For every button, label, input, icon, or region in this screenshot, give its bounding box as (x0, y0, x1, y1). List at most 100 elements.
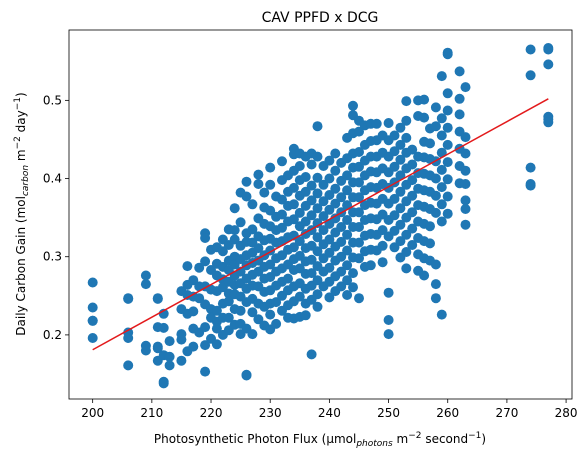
data-point (430, 259, 441, 270)
data-point (164, 336, 175, 347)
data-point (430, 293, 441, 304)
data-point (401, 247, 412, 257)
data-point (312, 218, 323, 229)
data-point (454, 93, 465, 104)
data-point (442, 157, 453, 168)
data-point (336, 192, 347, 203)
data-point (354, 207, 364, 218)
data-point (217, 246, 228, 257)
data-point (395, 236, 406, 247)
data-point (460, 165, 471, 176)
data-point (312, 275, 323, 286)
data-point (123, 293, 134, 304)
data-point (241, 176, 252, 187)
data-point (253, 169, 264, 180)
data-point (419, 270, 430, 281)
data-point (324, 155, 335, 166)
data-point (247, 199, 258, 210)
data-point (436, 216, 447, 227)
data-point (342, 229, 353, 240)
data-point (318, 179, 329, 190)
data-point (164, 360, 175, 371)
data-point (401, 96, 412, 107)
data-point (454, 109, 465, 120)
data-point (223, 312, 234, 323)
y-tick-label: 0.4 (43, 172, 62, 186)
data-point (425, 238, 435, 249)
data-point (407, 175, 418, 186)
x-tick-label: 280 (555, 406, 578, 420)
data-point (87, 333, 98, 343)
data-point (140, 270, 151, 281)
data-point (300, 310, 311, 321)
data-point (283, 273, 293, 284)
data-point (383, 315, 394, 325)
data-point (442, 105, 453, 116)
data-point (395, 203, 406, 214)
data-point (324, 234, 335, 245)
data-point (348, 282, 358, 293)
data-point (312, 289, 323, 300)
data-point (442, 49, 453, 60)
data-point (436, 199, 447, 210)
data-point (442, 208, 453, 219)
data-point (318, 211, 329, 222)
data-point (164, 351, 175, 362)
data-point (407, 240, 418, 250)
data-point (324, 247, 335, 258)
data-point (442, 174, 453, 185)
data-point (265, 259, 276, 270)
data-point (229, 203, 240, 214)
data-point (389, 193, 400, 204)
data-point (229, 225, 240, 236)
data-point (342, 290, 353, 300)
x-tick-label: 210 (140, 406, 163, 420)
data-point (371, 118, 382, 129)
data-point (294, 291, 305, 302)
data-point (354, 147, 364, 157)
y-axis-label: Daily Carbon Gain (molcarbon m−2 day−1) (13, 92, 31, 335)
data-point (152, 343, 163, 354)
data-point (324, 262, 335, 273)
data-point (401, 115, 412, 126)
data-point (525, 70, 536, 81)
data-point (430, 207, 441, 218)
data-point (200, 256, 211, 267)
data-point (87, 302, 98, 313)
data-point (271, 297, 282, 308)
data-point (460, 219, 471, 230)
data-point (294, 236, 305, 247)
data-point (247, 307, 258, 318)
data-point (288, 182, 299, 193)
data-point (312, 203, 323, 214)
data-point (294, 161, 305, 171)
data-point (436, 113, 447, 124)
data-point (330, 213, 341, 224)
data-point (271, 318, 282, 329)
data-point (389, 242, 400, 253)
data-point (354, 192, 364, 203)
data-point (312, 121, 323, 132)
data-point (543, 117, 554, 128)
data-point (312, 151, 323, 162)
data-point (235, 217, 246, 228)
data-point (354, 161, 364, 172)
data-point (306, 159, 317, 170)
data-point (312, 301, 323, 312)
data-point (265, 309, 276, 320)
data-point (430, 190, 441, 201)
data-point (306, 180, 317, 191)
x-tick-label: 270 (495, 406, 518, 420)
data-point (354, 126, 364, 137)
data-point (330, 165, 341, 176)
data-point (306, 195, 317, 206)
data-point (306, 268, 317, 279)
data-point (419, 112, 430, 123)
data-point (324, 190, 335, 200)
data-point (407, 190, 418, 201)
data-point (395, 122, 406, 133)
data-point (318, 196, 329, 207)
data-point (389, 130, 400, 141)
data-point (277, 222, 287, 233)
